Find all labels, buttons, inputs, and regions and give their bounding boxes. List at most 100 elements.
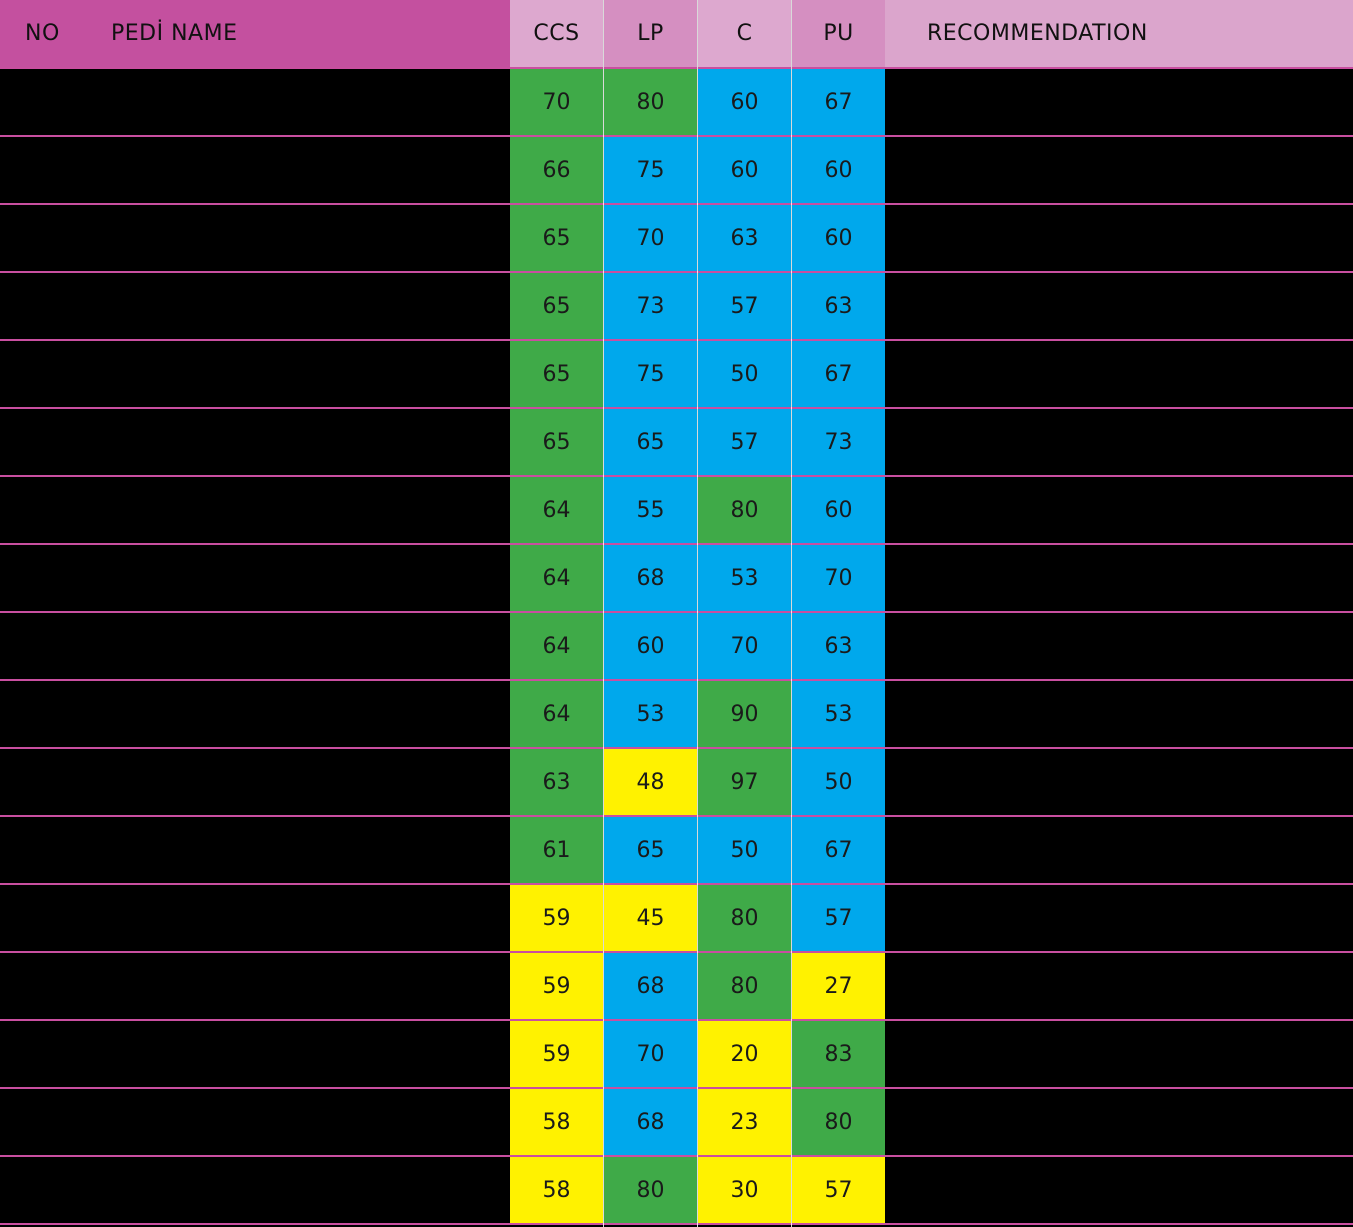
row-pedi-name	[90, 477, 510, 543]
score-cell-pu: 57	[792, 885, 885, 951]
header-lp: LP	[604, 0, 697, 69]
score-cell-c: 80	[698, 953, 791, 1019]
table-row: 58 80 30 57	[0, 1157, 1353, 1225]
score-cell-c: 57	[698, 273, 791, 339]
score-cell-ccs: 64	[510, 477, 603, 543]
score-cell-c: 50	[698, 341, 791, 407]
score-cell-lp: 65	[604, 817, 697, 883]
row-no	[0, 681, 90, 747]
table-row: 58 68 23 80	[0, 1089, 1353, 1157]
row-recommendation	[885, 205, 1353, 271]
score-cell-lp: 68	[604, 953, 697, 1019]
row-recommendation	[885, 749, 1353, 815]
header-recommendation: RECOMMENDATION	[885, 0, 1353, 69]
table-row: 65 75 50 67	[0, 341, 1353, 409]
row-pedi-name	[90, 885, 510, 951]
row-no	[0, 749, 90, 815]
score-cell-lp: 75	[604, 341, 697, 407]
header-no: NO	[25, 21, 60, 46]
row-no	[0, 817, 90, 883]
row-pedi-name	[90, 1157, 510, 1223]
score-cell-ccs: 59	[510, 1021, 603, 1087]
score-cell-ccs: 58	[510, 1089, 603, 1155]
row-recommendation	[885, 1021, 1353, 1087]
row-no	[0, 1157, 90, 1223]
score-cell-lp: 65	[604, 409, 697, 475]
score-cell-lp: 80	[604, 1157, 697, 1223]
score-cell-ccs: 70	[510, 69, 603, 135]
score-cell-pu: 67	[792, 341, 885, 407]
score-cell-pu: 60	[792, 137, 885, 203]
score-cell-c: 20	[698, 1021, 791, 1087]
score-cell-ccs: 65	[510, 341, 603, 407]
score-cell-pu: 60	[792, 477, 885, 543]
row-recommendation	[885, 69, 1353, 135]
table-header: NO PEDİ NAME CCS LP C PU RECOMMENDATION	[0, 0, 1353, 69]
score-cell-ccs: 63	[510, 749, 603, 815]
score-cell-c: 50	[698, 817, 791, 883]
score-cell-c: 23	[698, 1089, 791, 1155]
score-cell-lp: 48	[604, 749, 697, 815]
row-pedi-name	[90, 341, 510, 407]
table-row: 64 60 70 63	[0, 613, 1353, 681]
table-row: 59 45 80 57	[0, 885, 1353, 953]
row-no	[0, 953, 90, 1019]
score-cell-pu: 53	[792, 681, 885, 747]
row-recommendation	[885, 545, 1353, 611]
row-pedi-name	[90, 613, 510, 679]
score-cell-lp: 68	[604, 1089, 697, 1155]
score-cell-lp: 73	[604, 273, 697, 339]
score-cell-ccs: 61	[510, 817, 603, 883]
row-no	[0, 137, 90, 203]
table-row: 63 48 97 50	[0, 749, 1353, 817]
score-cell-c: 80	[698, 477, 791, 543]
row-no	[0, 477, 90, 543]
column-divider	[603, 0, 604, 1227]
table-row: 64 68 53 70	[0, 545, 1353, 613]
score-cell-ccs: 66	[510, 137, 603, 203]
table-row: 59 68 80 27	[0, 953, 1353, 1021]
row-pedi-name	[90, 69, 510, 135]
score-cell-lp: 55	[604, 477, 697, 543]
row-recommendation	[885, 681, 1353, 747]
score-cell-ccs: 59	[510, 953, 603, 1019]
score-cell-c: 57	[698, 409, 791, 475]
row-pedi-name	[90, 205, 510, 271]
row-pedi-name	[90, 137, 510, 203]
row-no	[0, 69, 90, 135]
table-row: 65 65 57 73	[0, 409, 1353, 477]
row-recommendation	[885, 477, 1353, 543]
score-cell-pu: 60	[792, 205, 885, 271]
score-cell-pu: 57	[792, 1157, 885, 1223]
row-no	[0, 1021, 90, 1087]
row-recommendation	[885, 817, 1353, 883]
score-cell-pu: 80	[792, 1089, 885, 1155]
score-cell-c: 30	[698, 1157, 791, 1223]
row-pedi-name	[90, 273, 510, 339]
row-no	[0, 885, 90, 951]
score-cell-pu: 27	[792, 953, 885, 1019]
row-no	[0, 1089, 90, 1155]
header-left-band: NO PEDİ NAME	[0, 0, 510, 69]
score-cell-ccs: 58	[510, 1157, 603, 1223]
score-cell-c: 60	[698, 137, 791, 203]
score-cell-lp: 75	[604, 137, 697, 203]
score-cell-lp: 60	[604, 613, 697, 679]
row-recommendation	[885, 613, 1353, 679]
row-recommendation	[885, 409, 1353, 475]
table-row: 61 65 50 67	[0, 817, 1353, 885]
column-divider	[697, 0, 698, 1227]
score-cell-pu: 63	[792, 273, 885, 339]
row-no	[0, 545, 90, 611]
score-cell-c: 60	[698, 69, 791, 135]
row-no	[0, 409, 90, 475]
row-recommendation	[885, 341, 1353, 407]
score-cell-ccs: 64	[510, 613, 603, 679]
score-cell-pu: 70	[792, 545, 885, 611]
score-cell-lp: 68	[604, 545, 697, 611]
row-pedi-name	[90, 681, 510, 747]
score-cell-c: 63	[698, 205, 791, 271]
score-cell-ccs: 65	[510, 273, 603, 339]
score-cell-pu: 50	[792, 749, 885, 815]
table-body: 70 80 60 67 66 75 60 60 65 70 63 60 65 73 57 63 65 75 50 67…	[0, 69, 1353, 1225]
